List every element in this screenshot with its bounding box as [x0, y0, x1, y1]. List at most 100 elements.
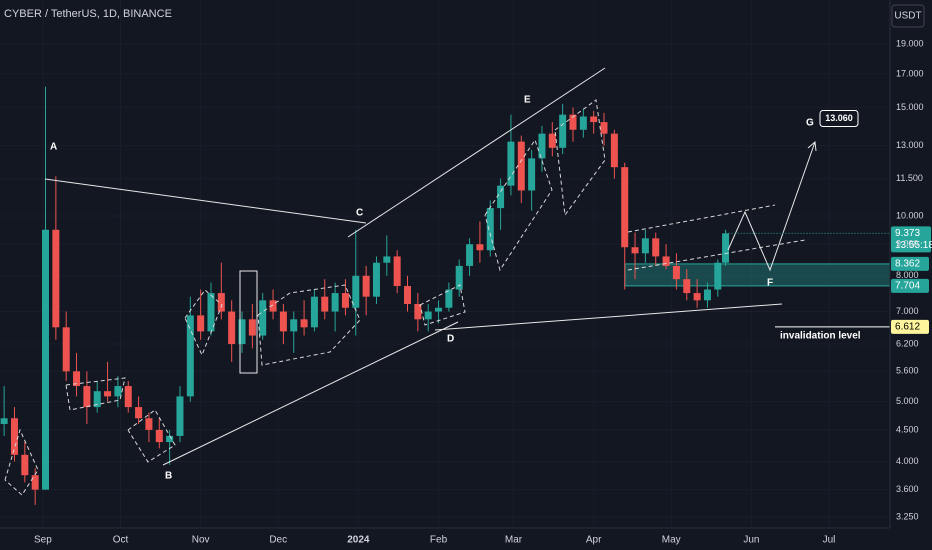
candle-body: [362, 275, 370, 297]
y-tick-label: 7.000: [896, 306, 919, 316]
y-tick-label: 4.000: [896, 456, 919, 466]
dashed-channel: [4, 428, 39, 496]
currency-box: [891, 4, 925, 28]
candle-body: [341, 293, 349, 308]
candle-body: [610, 133, 618, 168]
candle-body: [424, 311, 432, 320]
candle-body: [683, 279, 691, 294]
candle-body: [135, 407, 143, 419]
candle-body: [290, 319, 298, 332]
trend-line: [162, 321, 459, 466]
candle-body: [155, 429, 163, 443]
candle-body: [404, 286, 412, 305]
candle-body: [662, 256, 670, 266]
candle-body: [476, 244, 484, 251]
wave-label: G: [806, 118, 814, 129]
y-tick-label: 5.000: [896, 396, 919, 406]
price-label-bg: [891, 319, 929, 334]
candle-body: [641, 238, 649, 254]
y-tick-label: 3.600: [896, 484, 919, 494]
dashed-channel: [627, 239, 806, 271]
candle-body: [548, 133, 556, 148]
candle-body: [672, 265, 680, 280]
x-tick-label: Nov: [192, 535, 210, 546]
dashed-channel: [419, 284, 466, 326]
dashed-channel: [257, 284, 361, 366]
dashed-channel: [484, 138, 553, 272]
dashed-channel: [627, 204, 776, 233]
candle-body: [217, 293, 225, 312]
candle-body: [248, 319, 256, 336]
wave-label: F: [767, 278, 773, 289]
candle-body: [455, 265, 463, 290]
invalidation-label: invalidation level: [780, 330, 861, 341]
currency: USDT: [894, 11, 921, 22]
candle-body: [83, 386, 91, 408]
x-tick-label: Sep: [34, 535, 52, 546]
candle-body: [228, 311, 236, 345]
candle-body: [279, 311, 287, 332]
y-tick-label: 6.200: [896, 338, 919, 348]
price-label-bg: [891, 226, 931, 253]
candle-body: [393, 256, 401, 287]
candle-body: [52, 229, 60, 328]
candle-body: [414, 304, 422, 320]
zone: [624, 263, 891, 287]
candle-body: [31, 475, 39, 490]
candle-body: [372, 262, 380, 297]
price-label-bg: [891, 256, 929, 271]
candle-body: [73, 371, 81, 387]
candle-body: [445, 289, 453, 308]
x-tick-label: Apr: [586, 535, 602, 546]
wave-label: D: [447, 334, 454, 345]
candle-body: [124, 386, 132, 408]
target-box: [819, 110, 859, 128]
candle-body: [145, 418, 153, 430]
price-label: 8.362: [895, 259, 920, 270]
x-tick-label: 2024: [347, 535, 370, 546]
y-tick-label: 17.000: [896, 68, 924, 78]
candle-body: [559, 114, 567, 148]
candle-body: [631, 247, 639, 254]
candle-body: [104, 391, 112, 397]
candle-body: [497, 185, 505, 209]
grid: [0, 0, 890, 528]
candle-body: [331, 293, 339, 312]
candle-body: [10, 418, 18, 455]
trend-line: [434, 303, 783, 331]
x-tick-label: Mar: [505, 535, 523, 546]
dashed-channel: [184, 289, 223, 357]
candle-body: [300, 319, 308, 328]
trend-line: [347, 67, 606, 238]
candle-body: [569, 114, 577, 130]
support-zone: [624, 263, 891, 287]
candle-body: [114, 386, 122, 397]
candles: [0, 86, 730, 505]
y-tick-label: 13.000: [896, 140, 924, 150]
wave-label: B: [165, 471, 172, 482]
y-tick-label: 5.600: [896, 366, 919, 376]
candle-body: [621, 167, 629, 248]
candle-body: [310, 296, 318, 328]
candle-body: [652, 238, 660, 257]
y-tick-label: 8.000: [896, 270, 919, 280]
candle-body: [507, 141, 515, 186]
candle-body: [62, 327, 70, 372]
y-tick-label: 10.000: [896, 210, 924, 220]
candle-body: [166, 435, 174, 443]
dashed-channel: [65, 377, 126, 411]
wave-label: E: [524, 95, 531, 106]
x-tick-label: Oct: [113, 535, 129, 546]
candle-body: [186, 315, 194, 397]
y-tick-label: 3.250: [896, 511, 919, 521]
wave-label: A: [50, 142, 57, 153]
candle-body: [517, 141, 525, 191]
x-tick-label: Dec: [269, 535, 287, 546]
x-tick-label: Feb: [430, 535, 448, 546]
candle-body: [197, 315, 205, 332]
countdown: 13:55:18: [895, 240, 932, 251]
x-tick-label: Jun: [743, 535, 759, 546]
